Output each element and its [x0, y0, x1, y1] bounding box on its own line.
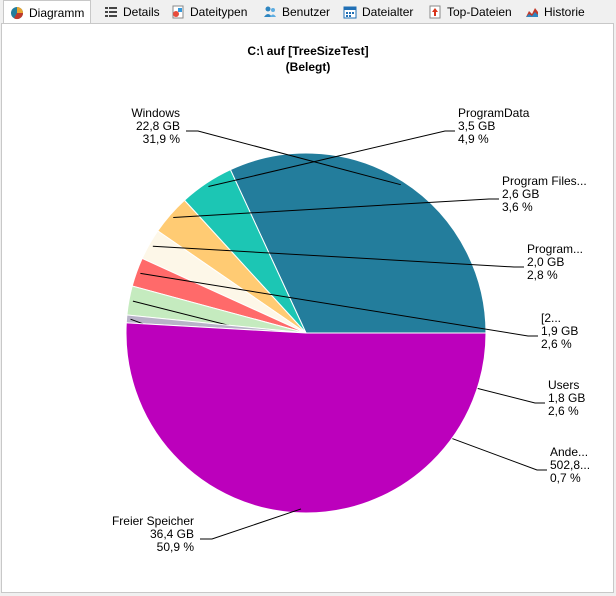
leader-line-2 — [173, 198, 499, 218]
tab-historie-label: Historie — [544, 5, 585, 19]
tab-benutzer[interactable]: Benutzer — [263, 2, 330, 22]
leader-line-3 — [152, 245, 524, 268]
slice-label-0: Windows 22,8 GB 31,9 % — [131, 106, 180, 146]
pie-chart-icon — [11, 6, 23, 19]
tab-dateialter[interactable]: Dateialter — [343, 2, 413, 22]
chart-title: C:\ auf [TreeSizeTest] — [247, 44, 369, 58]
slice-label-5: Users 1,8 GB 2,6 % — [548, 378, 585, 418]
tab-diagramm[interactable]: Diagramm — [3, 0, 92, 24]
users-icon — [264, 6, 276, 17]
tab-details[interactable]: Details — [104, 2, 160, 22]
tab-top-dateien[interactable]: Top-Dateien — [428, 2, 512, 22]
leader-line-7 — [200, 508, 302, 540]
tab-bar: Diagramm Details Dateitypen Benutzer — [0, 0, 616, 24]
slice-label-6: Ande... 502,8... 0,7 % — [550, 445, 590, 485]
slice-label-1: ProgramData 3,5 GB 4,9 % — [458, 106, 530, 146]
leader-line-4 — [140, 272, 538, 337]
file-types-icon — [172, 5, 184, 19]
slice-label-4: [2... 1,9 GB 2,6 % — [541, 311, 578, 351]
tab-diagramm-label: Diagramm — [29, 5, 85, 20]
history-chart-icon — [526, 8, 538, 17]
top-files-icon — [429, 5, 441, 19]
tab-historie[interactable]: Historie — [525, 2, 585, 22]
chart-subtitle: (Belegt) — [285, 60, 331, 74]
tab-dateialter-label: Dateialter — [362, 5, 414, 19]
tab-top-dateien-label: Top-Dateien — [447, 5, 512, 19]
slice-label-7: Freier Speicher 36,4 GB 50,9 % — [112, 514, 194, 554]
slice-label-3: Program... 2,0 GB 2,8 % — [527, 242, 583, 282]
tab-dateitypen[interactable]: Dateitypen — [171, 2, 247, 22]
details-list-icon — [105, 7, 117, 17]
tab-benutzer-label: Benutzer — [282, 5, 331, 19]
tab-dateitypen-label: Dateitypen — [190, 5, 248, 19]
tab-details-label: Details — [123, 5, 160, 19]
slice-label-2: Program Files... 2,6 GB 3,6 % — [502, 174, 587, 214]
pie-slice-7[interactable] — [125, 322, 487, 514]
leader-line-0 — [186, 130, 401, 186]
pie-slice-0[interactable] — [229, 152, 487, 334]
leader-line-1 — [208, 130, 455, 187]
calendar-icon — [343, 6, 357, 19]
